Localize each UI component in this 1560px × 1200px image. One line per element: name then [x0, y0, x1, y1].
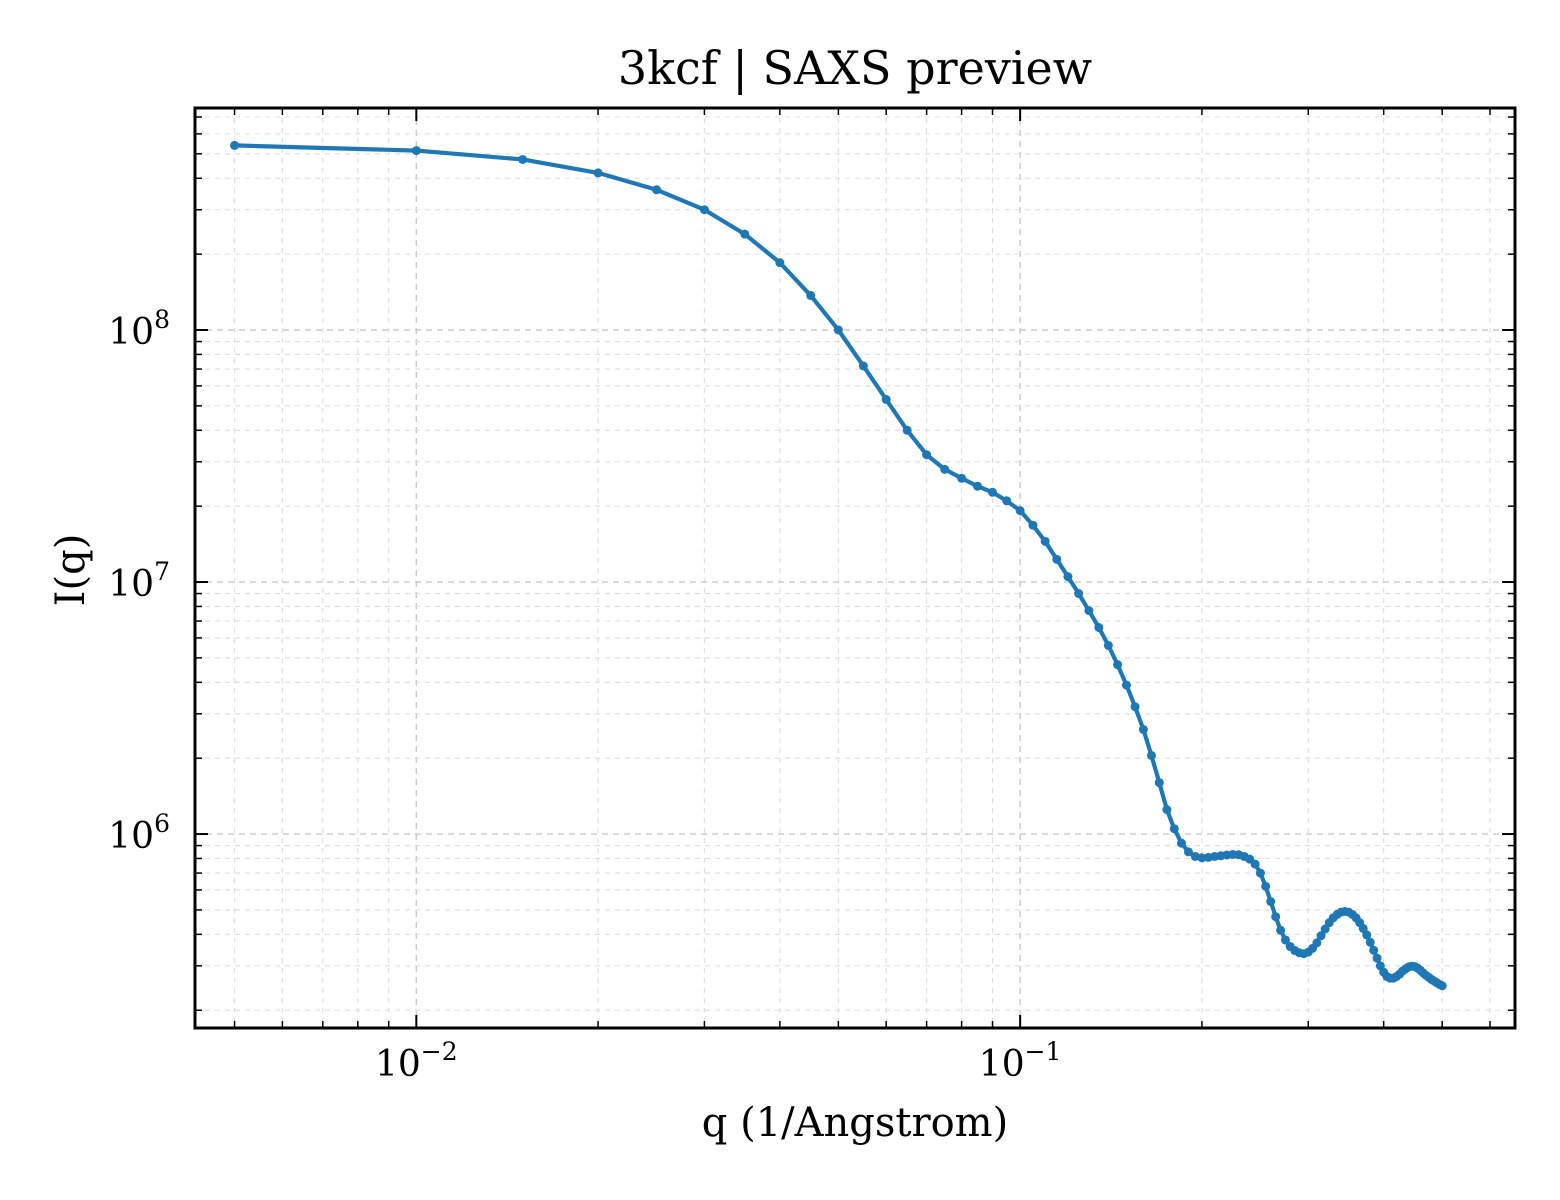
data-point: [902, 425, 912, 435]
data-point: [1063, 572, 1073, 582]
data-point: [1154, 778, 1164, 788]
data-point: [1365, 937, 1375, 947]
plot-area: [230, 140, 1447, 991]
data-point: [1316, 931, 1326, 941]
data-point: [652, 185, 662, 195]
data-point: [1312, 938, 1322, 948]
y-tick-label: 107: [108, 557, 170, 605]
data-point: [988, 487, 998, 497]
data-point: [940, 464, 950, 474]
x-axis-label: q (1/Angstrom): [702, 1100, 1008, 1146]
data-point: [806, 291, 816, 301]
data-point: [1280, 935, 1290, 945]
x-tick-label: 10−1: [979, 1037, 1062, 1085]
data-point: [1052, 554, 1062, 564]
data-point: [1271, 912, 1281, 922]
data-point: [1121, 680, 1131, 690]
data-point: [593, 168, 603, 178]
data-point: [957, 473, 967, 483]
plot-frame: [193, 106, 1517, 1030]
data-point: [1276, 925, 1286, 935]
data-point: [1015, 506, 1025, 516]
chart-title: 3kcf | SAXS preview: [618, 41, 1092, 95]
data-point: [1074, 589, 1084, 599]
data-point: [740, 229, 750, 239]
data-point: [1169, 824, 1179, 834]
y-axis-label: I(q): [48, 534, 94, 607]
data-point: [1146, 750, 1156, 760]
data-point: [1266, 897, 1276, 906]
data-point: [1162, 805, 1172, 815]
tick-labels: 10−2 10−1 106 107 108: [108, 305, 1061, 1085]
data-point: [699, 205, 709, 215]
data-point: [1437, 981, 1447, 991]
data-point: [230, 140, 240, 150]
data-point: [1369, 945, 1379, 955]
data-point: [1040, 536, 1050, 546]
data-point: [1261, 881, 1271, 891]
data-point: [973, 481, 983, 491]
data-point: [1372, 953, 1382, 963]
data-point: [518, 154, 528, 164]
data-point: [1138, 724, 1148, 734]
data-point: [881, 394, 891, 404]
data-point: [1103, 640, 1113, 650]
data-point: [1094, 623, 1104, 632]
data-point: [858, 361, 868, 371]
data-point: [922, 450, 932, 460]
data-point: [1028, 520, 1038, 530]
data-point: [833, 325, 843, 335]
y-tick-label: 108: [108, 305, 170, 353]
data-point: [1113, 660, 1123, 670]
data-point: [775, 258, 785, 268]
data-point: [1255, 868, 1265, 878]
data-point: [1250, 859, 1260, 869]
data-point: [1002, 496, 1012, 506]
grid: [195, 108, 1515, 1028]
data-point: [1130, 702, 1140, 712]
data-point: [1362, 930, 1372, 940]
data-point: [1183, 847, 1193, 857]
data-point: [1084, 606, 1094, 616]
data-point: [1176, 838, 1186, 848]
x-tick-label: 10−2: [375, 1037, 458, 1085]
y-tick-label: 106: [108, 809, 170, 857]
data-point: [1197, 853, 1207, 863]
data-point: [411, 146, 421, 156]
axis-ticks: [195, 108, 1515, 1028]
